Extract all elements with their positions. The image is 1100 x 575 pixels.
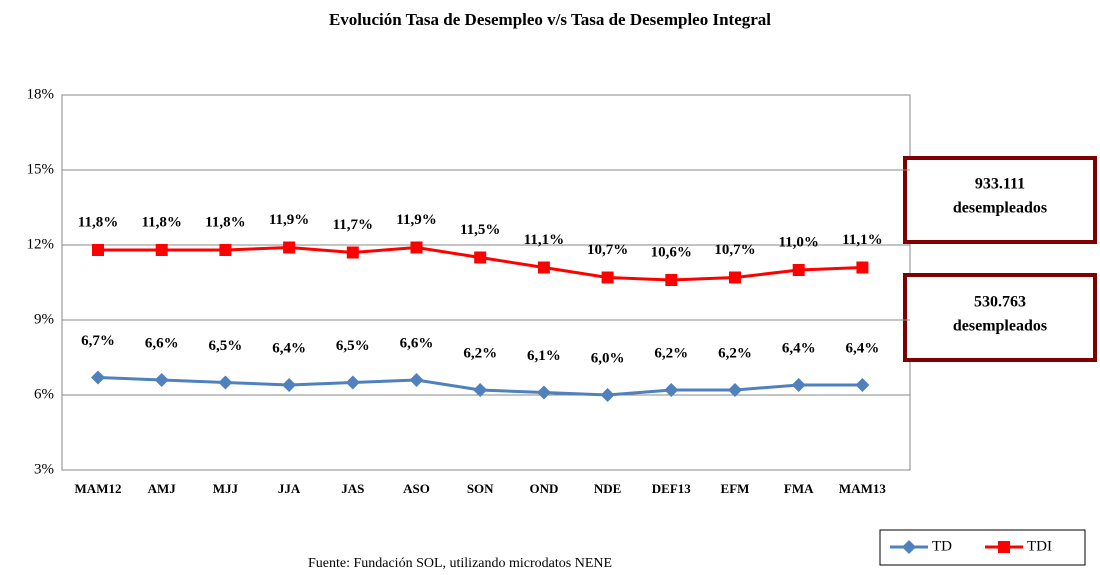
data-label: 6,1% (527, 348, 561, 364)
annotation: desempleados (953, 200, 1047, 217)
data-label: 6,6% (145, 335, 179, 351)
point (474, 251, 487, 264)
data-label: 11,9% (396, 212, 436, 228)
point (155, 244, 168, 256)
point (536, 385, 551, 400)
data-label: 11,7% (333, 217, 373, 233)
y-tick-label: 9% (34, 311, 54, 327)
legend-label: TD (932, 538, 952, 554)
data-label: 6,5% (209, 338, 243, 354)
x-tick-label: FMA (784, 481, 814, 496)
point (856, 261, 869, 274)
x-tick-label: DEF13 (652, 481, 692, 496)
point (345, 375, 360, 390)
annotation: 530.763 (974, 294, 1026, 311)
legend-marker (902, 540, 916, 554)
point (219, 244, 232, 256)
legend-label: TDI (1027, 538, 1052, 554)
data-label: 11,8% (78, 214, 118, 230)
y-tick-label: 12% (27, 236, 55, 252)
data-label: 6,4% (846, 340, 880, 356)
data-label: 10,7% (714, 242, 755, 258)
point (665, 274, 678, 286)
data-label: 10,7% (587, 242, 628, 258)
point (601, 271, 614, 284)
data-label: 11,9% (269, 212, 309, 228)
data-label: 6,5% (336, 338, 370, 354)
data-label: 6,2% (463, 345, 497, 361)
data-label: 11,8% (141, 214, 181, 230)
data-label: 6,2% (718, 345, 752, 361)
data-label: 11,8% (205, 214, 245, 230)
point (664, 383, 679, 397)
data-label: 6,7% (81, 333, 115, 349)
point (792, 264, 805, 276)
point (600, 388, 615, 402)
data-label: 11,1% (842, 232, 882, 248)
point (92, 244, 104, 256)
x-tick-label: MAM13 (839, 481, 886, 496)
legend-marker (998, 541, 1010, 553)
x-tick-label: EFM (721, 481, 750, 496)
point (729, 271, 741, 284)
data-label: 6,2% (654, 345, 688, 361)
annotation: desempleados (953, 318, 1047, 335)
y-tick-label: 3% (34, 461, 54, 477)
x-tick-label: JAS (341, 481, 364, 496)
data-label: 10,6% (651, 244, 692, 260)
data-label: 11,0% (778, 234, 818, 250)
data-label: 6,0% (591, 350, 625, 366)
plot-frame (61, 94, 911, 471)
point (154, 373, 169, 387)
annotation: 933.111 (975, 176, 1025, 193)
x-tick-label: MAM12 (75, 481, 122, 496)
x-tick-label: NDE (594, 481, 621, 496)
x-tick-label: OND (529, 481, 558, 496)
data-label: 11,1% (524, 232, 564, 248)
x-tick-label: JJA (278, 481, 301, 496)
chart-title: Evolución Tasa de Desempleo v/s Tasa de … (329, 10, 771, 29)
annotation-box (903, 156, 1097, 244)
point (410, 241, 423, 254)
point (855, 378, 870, 392)
data-label: 11,5% (460, 222, 500, 238)
point (283, 241, 296, 254)
y-tick-label: 15% (27, 161, 55, 177)
annotation-box (903, 273, 1097, 362)
point (409, 373, 424, 387)
point (282, 378, 297, 392)
point (346, 246, 359, 259)
x-tick-label: SON (467, 481, 494, 496)
point (537, 261, 550, 274)
x-tick-label: ASO (403, 481, 430, 496)
point (791, 378, 806, 392)
point (218, 375, 233, 390)
point (473, 383, 488, 397)
point (91, 370, 105, 385)
data-label: 6,4% (272, 340, 306, 356)
x-tick-label: MJJ (213, 481, 239, 496)
source-note: Fuente: Fundación SOL, utilizando microd… (308, 556, 612, 571)
y-tick-label: 18% (27, 86, 55, 102)
data-label: 6,4% (782, 340, 816, 356)
data-label: 6,6% (400, 335, 434, 351)
point (728, 383, 742, 397)
y-tick-label: 6% (34, 386, 54, 402)
x-tick-label: AMJ (148, 481, 177, 496)
